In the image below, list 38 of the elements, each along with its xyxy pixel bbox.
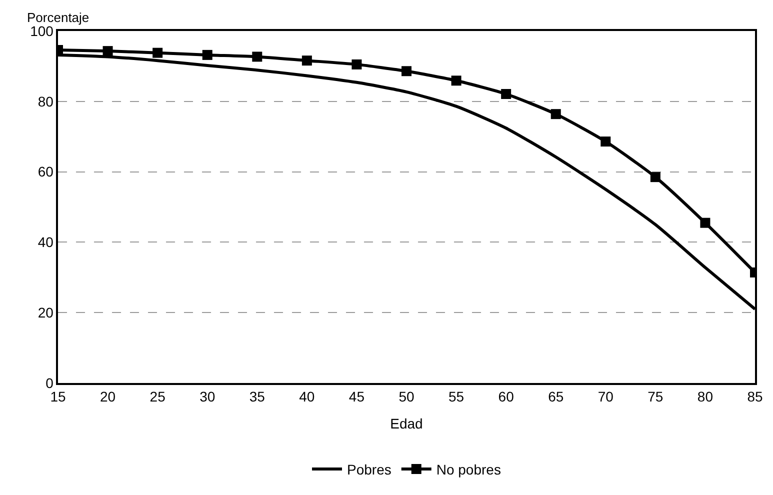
y-tick-label: 100 (30, 22, 54, 39)
x-tick-label: 40 (299, 388, 315, 405)
point (451, 76, 462, 86)
y-axis-title: Porcentaje (27, 10, 90, 25)
x-tick-label: 15 (50, 388, 66, 405)
x-tick-label: 45 (348, 388, 365, 405)
point (302, 56, 312, 66)
x-tick-label: 65 (548, 388, 564, 405)
point (202, 50, 212, 60)
y-tick-label: 80 (38, 93, 54, 110)
point (550, 109, 561, 120)
x-tick-label: 85 (747, 388, 763, 405)
point (650, 172, 660, 182)
x-tick-label: 50 (398, 388, 414, 405)
x-tick-label: 55 (448, 388, 464, 405)
point (600, 136, 611, 147)
x-tick-label: 60 (498, 388, 514, 405)
point (252, 52, 262, 62)
legend-label: Pobres (347, 461, 392, 478)
x-tick-label: 75 (648, 388, 664, 405)
y-tick-label: 60 (38, 164, 54, 180)
legend-label: No pobres (436, 461, 501, 478)
point (152, 48, 163, 58)
point (102, 46, 113, 56)
point (501, 89, 512, 100)
x-tick-label: 70 (598, 388, 614, 405)
x-axis-title: Edad (390, 415, 423, 432)
point (402, 66, 412, 76)
y-tick-label: 0 (46, 374, 54, 391)
point (352, 59, 362, 70)
x-tick-label: 80 (697, 388, 714, 405)
x-tick-label: 35 (249, 388, 266, 405)
x-tick-label: 25 (150, 388, 166, 405)
x-tick-label: 20 (100, 388, 116, 405)
y-tick-label: 40 (38, 234, 54, 250)
y-tick-label: 20 (38, 304, 54, 320)
x-tick-label: 30 (200, 388, 216, 405)
point (700, 218, 710, 228)
